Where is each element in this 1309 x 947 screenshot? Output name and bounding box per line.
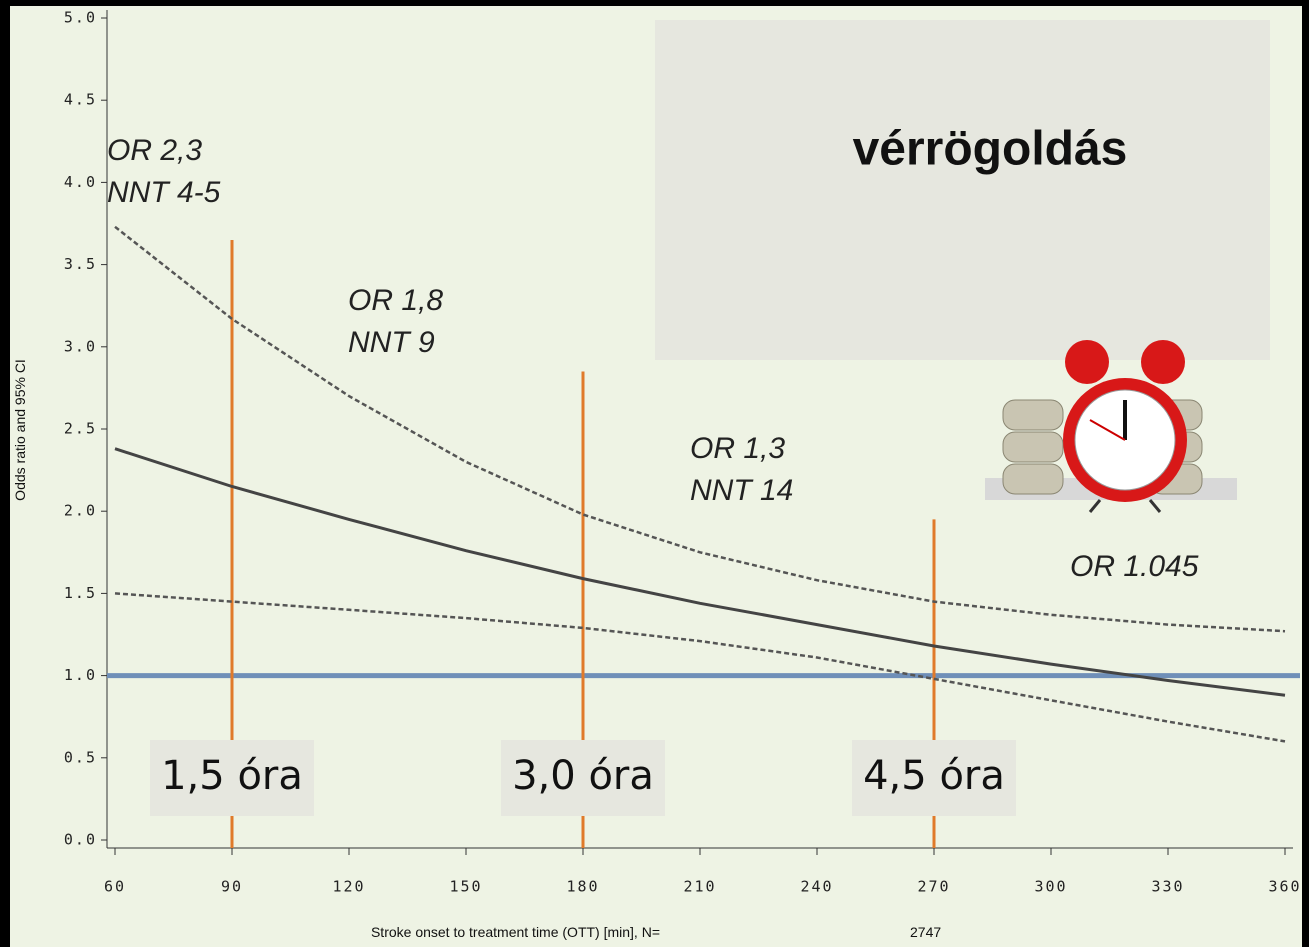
x-tick-label: 330 xyxy=(1151,878,1184,896)
x-tick-label: 210 xyxy=(683,878,716,896)
y-tick-label: 5.0 xyxy=(64,9,97,27)
x-tick-label: 60 xyxy=(104,878,126,896)
time-label: 4,5 óra xyxy=(863,753,1005,799)
y-tick-label: 1.5 xyxy=(64,584,97,602)
annotation: OR 1.045 xyxy=(1070,550,1199,583)
y-tick-label: 4.0 xyxy=(64,173,97,191)
annotation: OR 1,3 xyxy=(690,432,785,465)
y-tick-label: 4.5 xyxy=(64,91,97,109)
chart: vérrögoldás Odds ratio and 95% CI Stroke… xyxy=(0,0,1309,947)
x-tick-label: 90 xyxy=(221,878,243,896)
annotation: NNT 9 xyxy=(348,326,435,359)
y-tick-label: 3.5 xyxy=(64,255,97,273)
title: vérrögoldás xyxy=(853,123,1128,176)
y-tick-label: 2.0 xyxy=(64,502,97,520)
x-tick-label: 150 xyxy=(449,878,482,896)
y-tick-label: 1.0 xyxy=(64,666,97,684)
annotation: OR 1,8 xyxy=(348,284,443,317)
sample-size: 2747 xyxy=(910,924,941,940)
annotation: OR 2,3 xyxy=(107,134,202,167)
y-axis-label: Odds ratio and 95% CI xyxy=(12,359,28,501)
y-tick-label: 0.0 xyxy=(64,831,97,849)
x-axis-label: Stroke onset to treatment time (OTT) [mi… xyxy=(371,924,660,940)
annotation: NNT 4-5 xyxy=(107,176,221,209)
y-tick-label: 0.5 xyxy=(64,748,97,766)
x-tick-label: 180 xyxy=(566,878,599,896)
x-tick-label: 240 xyxy=(800,878,833,896)
title-panel xyxy=(655,20,1270,360)
x-tick-label: 300 xyxy=(1034,878,1067,896)
time-label: 1,5 óra xyxy=(161,753,303,799)
x-tick-label: 360 xyxy=(1268,878,1301,896)
time-label: 3,0 óra xyxy=(512,753,654,799)
y-tick-label: 3.0 xyxy=(64,337,97,355)
x-tick-label: 270 xyxy=(917,878,950,896)
y-tick-label: 2.5 xyxy=(64,420,97,438)
x-tick-label: 120 xyxy=(332,878,365,896)
annotation: NNT 14 xyxy=(690,474,793,507)
